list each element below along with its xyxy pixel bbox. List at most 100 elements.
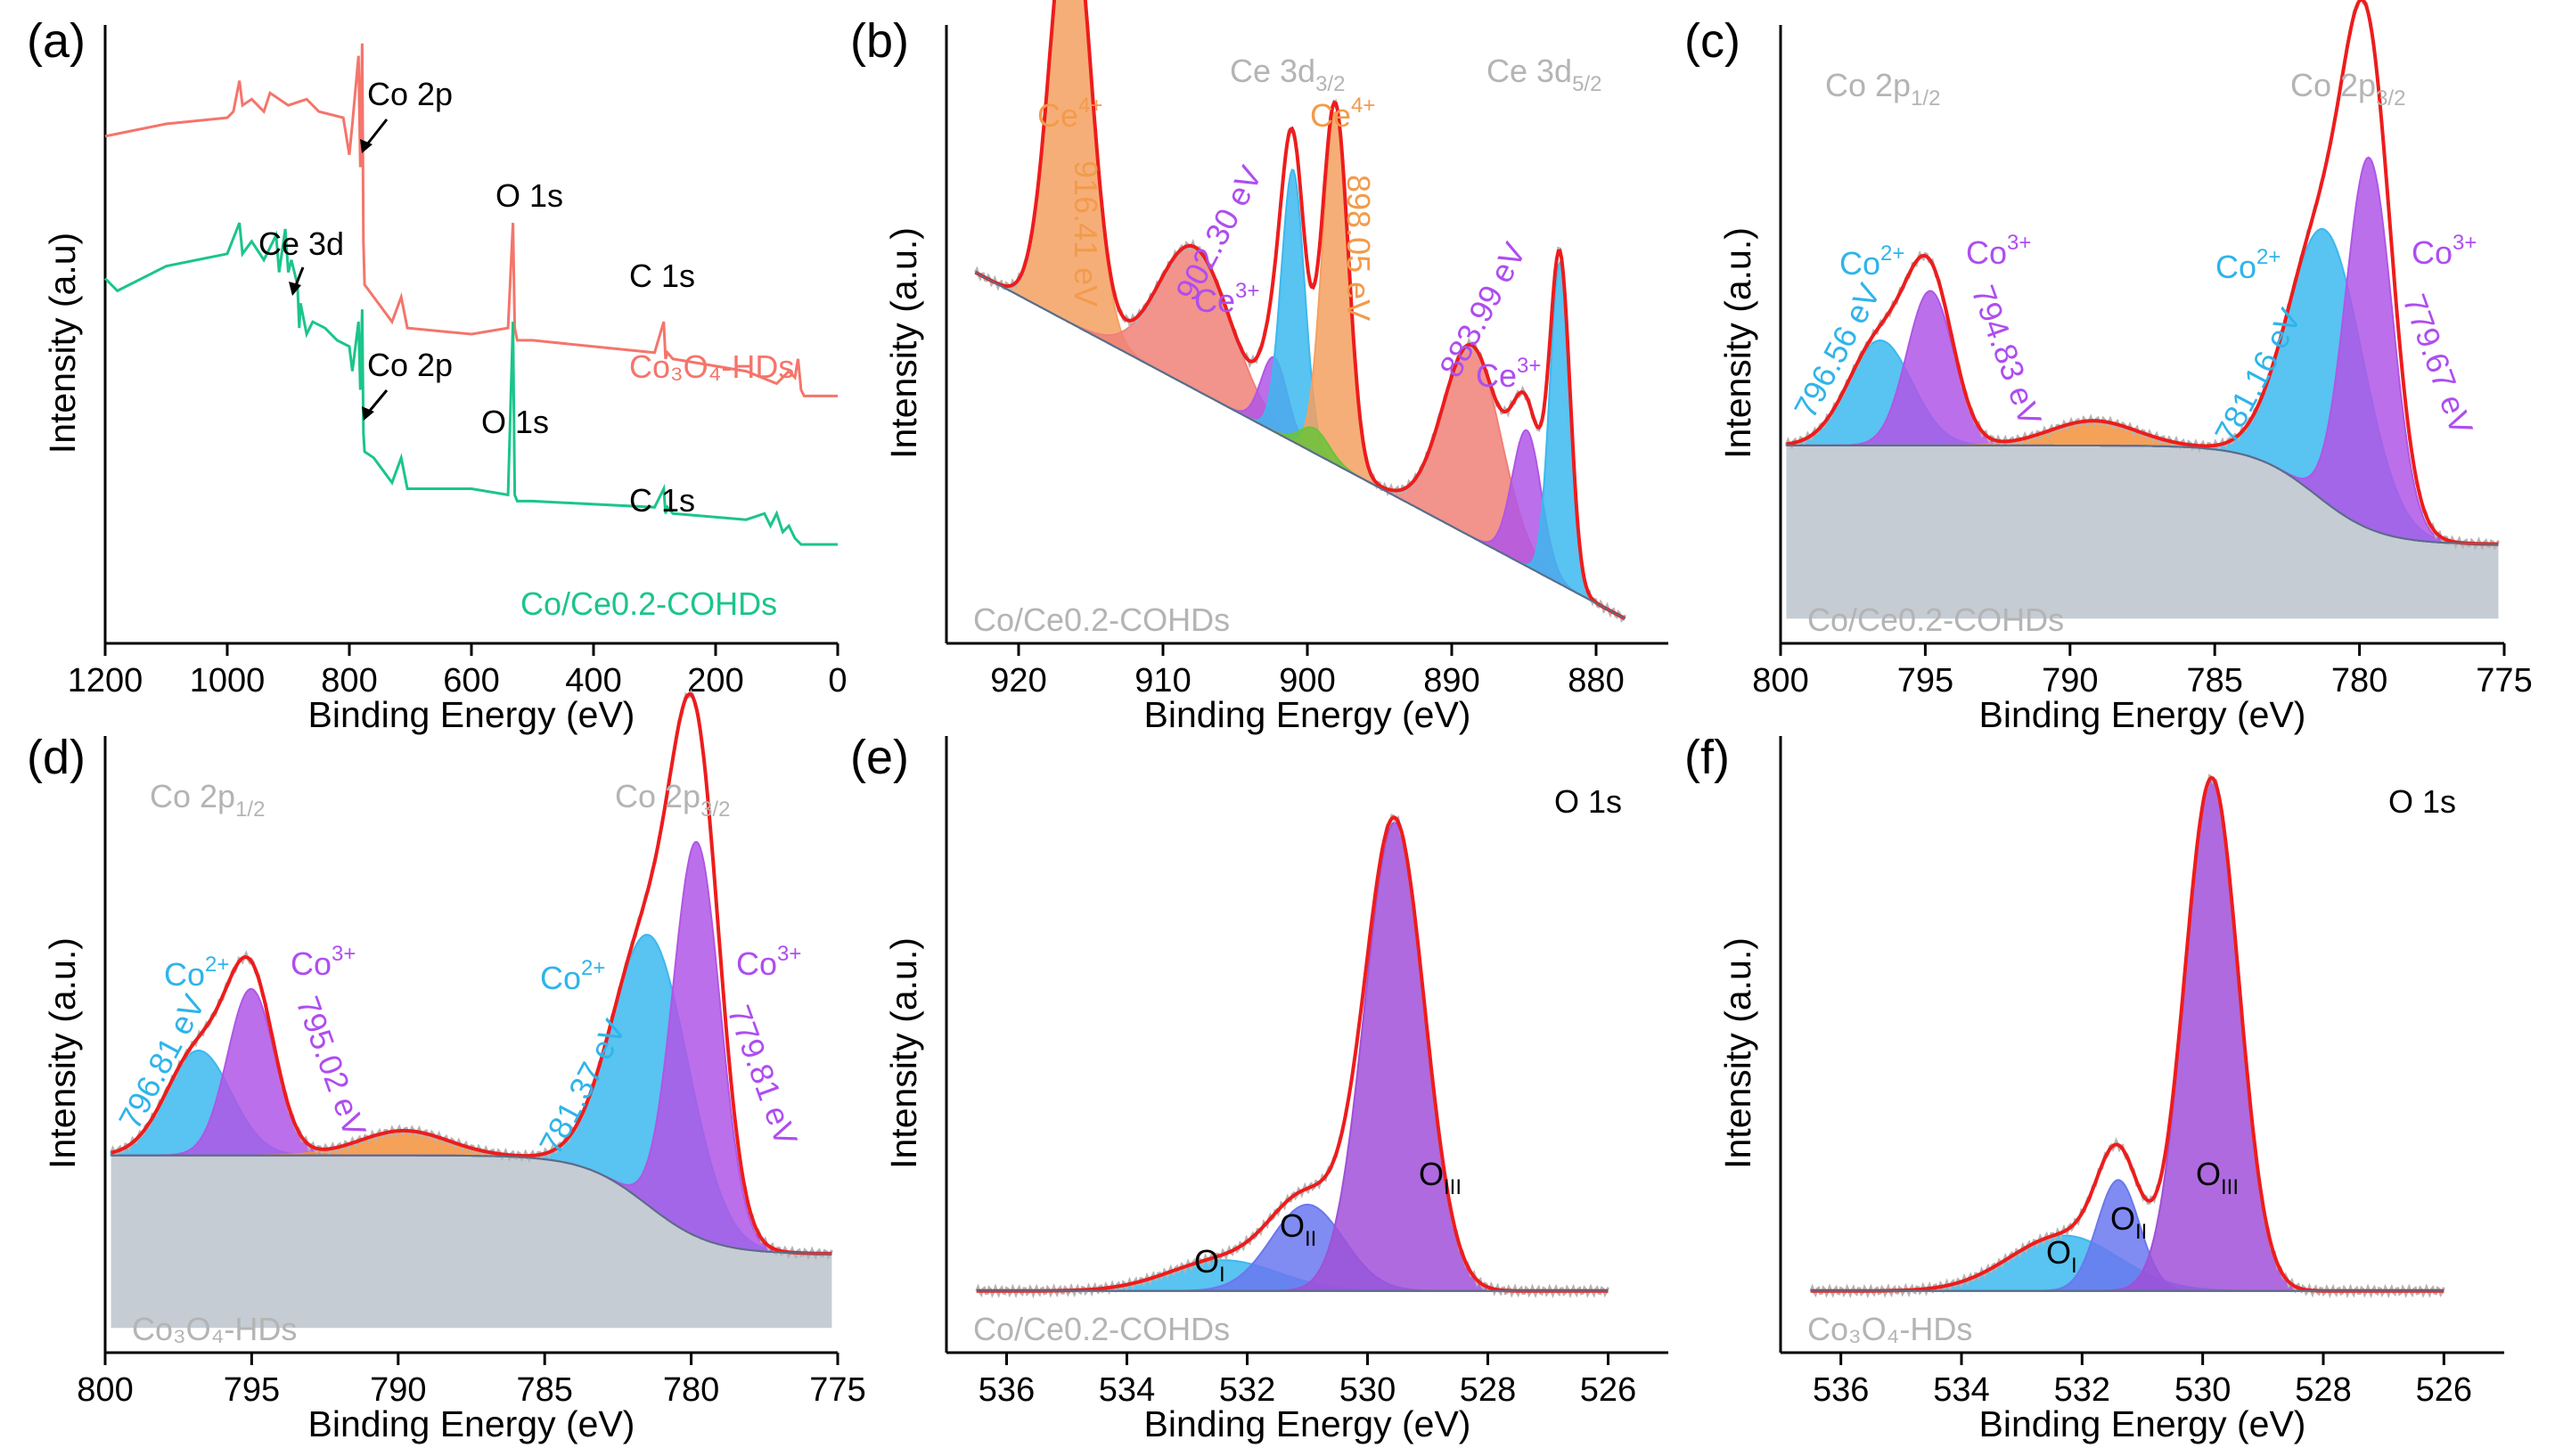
annot-co2p-32-sub: 3/2 bbox=[2376, 86, 2405, 110]
annot-co2p-32-text: Co 2p bbox=[2290, 67, 2376, 103]
annot-ce3d-52-sub: 5/2 bbox=[1572, 72, 1601, 96]
annot-oi-sub: I bbox=[1219, 1263, 1225, 1287]
annot-co2p-12-sub: 1/2 bbox=[1911, 86, 1940, 110]
annot-ce3d: Ce 3d bbox=[258, 225, 344, 262]
annot-ce4-b-text: Ce bbox=[1310, 97, 1351, 134]
annot-co2p-32: Co 2p3/2 bbox=[2290, 67, 2405, 110]
annot-c1s-top: C 1s bbox=[629, 258, 695, 294]
arrowhead-co2p-top bbox=[360, 139, 373, 153]
fit-envelope-line bbox=[111, 691, 832, 1256]
annot-898-05: 898.05 eV bbox=[1340, 175, 1377, 321]
annot-co3-a-ev: 794.83 eV bbox=[1964, 281, 2049, 430]
fit-envelope-line bbox=[1786, 0, 2499, 546]
x-tick-label: 536 bbox=[979, 1371, 1035, 1409]
y-axis-label: Intensity (a.u.) bbox=[1717, 227, 1758, 459]
legend-co3o4-text: Co₃O₄-HDs bbox=[629, 348, 794, 385]
x-tick-label: 534 bbox=[1933, 1371, 1989, 1409]
x-tick-label: 536 bbox=[1813, 1371, 1869, 1409]
annot-oi: OI bbox=[1194, 1243, 1225, 1287]
annot-co2p-12: Co 2p1/2 bbox=[1825, 67, 1940, 110]
x-tick-label: 790 bbox=[370, 1371, 426, 1409]
annot-oi-sub: I bbox=[2071, 1254, 2077, 1278]
annot-co2-b-text: Co bbox=[540, 960, 581, 996]
arrow-ce3d bbox=[294, 266, 305, 286]
x-tick-label: 600 bbox=[443, 662, 499, 699]
annot-oiii: OIII bbox=[2196, 1156, 2239, 1199]
annot-oi-text: O bbox=[1194, 1243, 1219, 1280]
annot-ce4-a: Ce4+ bbox=[1037, 94, 1102, 134]
panel-label: (f) bbox=[1684, 731, 1730, 784]
baseline-line bbox=[1786, 444, 2499, 545]
arrow-co2p-bottom bbox=[367, 389, 389, 413]
annot-oiii: OIII bbox=[1419, 1156, 1462, 1199]
x-tick-label: 0 bbox=[828, 662, 847, 699]
annot-co2-a: Co2+ bbox=[1839, 241, 1904, 282]
x-axis-label: Binding Energy (eV) bbox=[1979, 694, 2306, 735]
x-tick-label: 526 bbox=[1580, 1371, 1636, 1409]
annot-oii: OII bbox=[2110, 1200, 2147, 1244]
annot-ce3-b: Ce3+ bbox=[1476, 354, 1541, 394]
annot-co3-a-text: Co bbox=[1966, 234, 2007, 271]
x-tick-label: 910 bbox=[1134, 662, 1191, 699]
annot-co3-b-text: Co bbox=[2412, 234, 2453, 271]
x-tick-label: 795 bbox=[1897, 662, 1953, 699]
y-axis-label: Intensity (a.u) bbox=[42, 233, 83, 454]
panel-b: (b) 920 910 900 890 880 Binding Energy (eV) Int… bbox=[850, 0, 1668, 735]
legend-co3o4: Co₃O₄-HDs bbox=[629, 348, 794, 385]
y-axis-label: Intensity (a.u.) bbox=[883, 937, 924, 1169]
sample-label: Co₃O₄-HDs bbox=[132, 1311, 297, 1347]
annot-ce3d-52-text: Ce 3d bbox=[1486, 53, 1572, 89]
x-tick-label: 785 bbox=[2186, 662, 2242, 699]
sample-label: Co₃O₄-HDs bbox=[1807, 1311, 1972, 1347]
annot-ce3d-32: Ce 3d3/2 bbox=[1230, 53, 1345, 96]
background-area bbox=[111, 1155, 832, 1329]
annot-co2p-32-text: Co 2p bbox=[615, 778, 700, 814]
annot-oiii-text: O bbox=[1419, 1156, 1444, 1192]
annot-ce4-a-text: Ce bbox=[1037, 97, 1078, 134]
annot-oiii-text: O bbox=[2196, 1156, 2221, 1192]
panel-f: (f) 536 534 532 530 528 526 Binding Energy (eV)… bbox=[1684, 731, 2504, 1444]
annot-co2-a-sup: 2+ bbox=[205, 953, 229, 977]
annot-ce3d-32-text: Ce 3d bbox=[1230, 53, 1315, 89]
annot-co2-b-sup: 2+ bbox=[581, 956, 605, 980]
annot-oi-text: O bbox=[2046, 1234, 2071, 1271]
annot-co2p-bottom-text: Co 2p bbox=[367, 347, 453, 383]
annot-c1s-bottom: C 1s bbox=[629, 482, 695, 519]
x-tick-label: 775 bbox=[809, 1371, 865, 1409]
annot-o1s-title-text: O 1s bbox=[1554, 783, 1622, 820]
annot-co2p-12-text: Co 2p bbox=[150, 778, 235, 814]
annot-oiii-sub: III bbox=[2221, 1175, 2239, 1199]
x-tick-label: 526 bbox=[2416, 1371, 2472, 1409]
y-axis-label: Intensity (a.u.) bbox=[883, 227, 924, 459]
annot-co3-a: Co3+ bbox=[1966, 231, 2031, 271]
annot-ce3-a-sup: 3+ bbox=[1235, 279, 1259, 303]
x-tick-label: 800 bbox=[1752, 662, 1808, 699]
series-line-co-ce bbox=[103, 222, 838, 546]
annot-co2-a-sup: 2+ bbox=[1880, 241, 1904, 266]
x-axis-label: Binding Energy (eV) bbox=[308, 1403, 635, 1444]
annot-co3-a-text: Co bbox=[291, 945, 332, 982]
annot-898-05-text: 898.05 eV bbox=[1340, 175, 1377, 321]
annot-ce3-b-sup: 3+ bbox=[1517, 354, 1541, 378]
annot-o1s-top-text: O 1s bbox=[495, 177, 563, 214]
annot-co2-a-text: Co bbox=[1839, 245, 1880, 282]
x-tick-label: 785 bbox=[516, 1371, 572, 1409]
annot-ce4-b: Ce4+ bbox=[1310, 94, 1375, 134]
annot-co3-b: Co3+ bbox=[736, 942, 801, 982]
arrowhead-co2p-bottom bbox=[362, 406, 374, 421]
annot-co2-b: Co2+ bbox=[540, 956, 605, 996]
annot-ce3-a-text: Ce bbox=[1194, 282, 1235, 319]
legend-co-ce: Co/Ce0.2-COHDs bbox=[520, 585, 777, 622]
x-tick-label: 920 bbox=[990, 662, 1046, 699]
annot-ce3d-52: Ce 3d5/2 bbox=[1486, 53, 1601, 96]
x-tick-label: 1200 bbox=[68, 662, 143, 699]
x-tick-label: 890 bbox=[1423, 662, 1479, 699]
annot-co3-a-ev: 795.02 eV bbox=[289, 992, 373, 1141]
annot-c1s-bottom-text: C 1s bbox=[629, 482, 695, 519]
panel-a: (a) 1200 1000 800 600 400 200 0 Binding Energy (… bbox=[27, 14, 848, 735]
series-line-co3o4 bbox=[104, 43, 838, 397]
y-axis-label: Intensity (a.u.) bbox=[1717, 937, 1758, 1169]
annot-co2p-top-text: Co 2p bbox=[367, 76, 453, 112]
x-axis-label: Binding Energy (eV) bbox=[1979, 1403, 2306, 1444]
